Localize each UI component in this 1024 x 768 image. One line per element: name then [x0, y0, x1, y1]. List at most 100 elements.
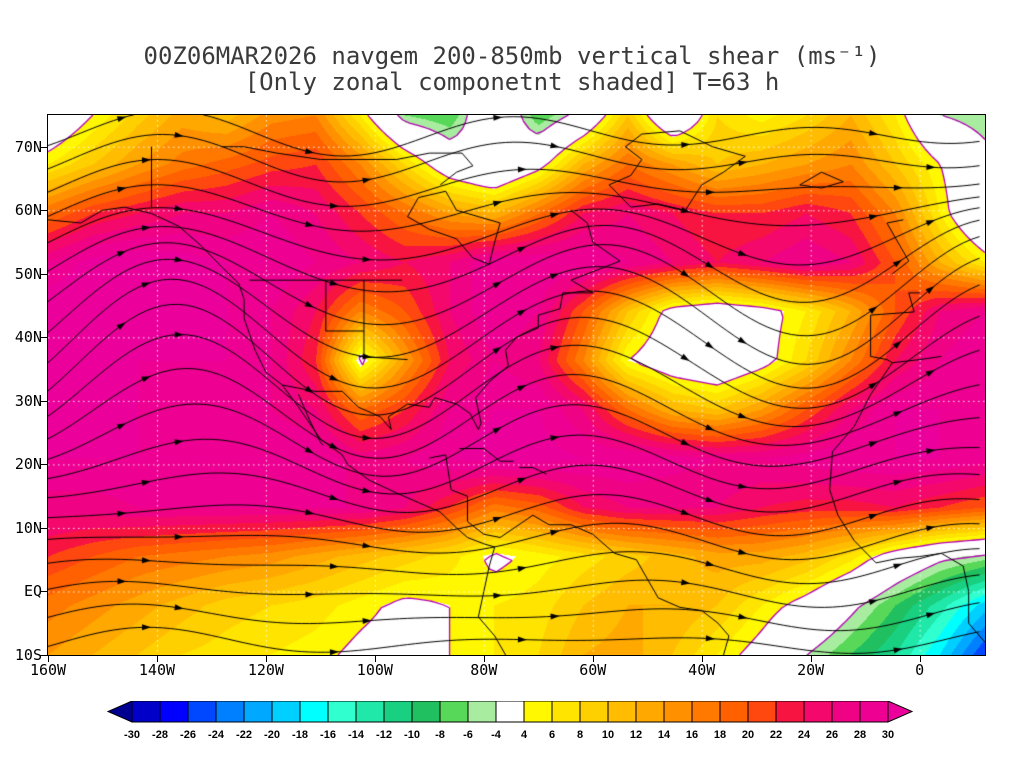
- colorbar-label: 6: [549, 729, 555, 741]
- map-plot: [47, 114, 986, 656]
- colorbar-label: -12: [376, 729, 392, 741]
- colorbar-segment: [439, 700, 469, 723]
- y-axis-label: 70N: [14, 137, 42, 156]
- y-axis-tick: [40, 273, 47, 275]
- colorbar-label: 14: [658, 729, 671, 741]
- x-axis-label: 60W: [579, 661, 607, 679]
- colorbar-label: 24: [798, 729, 811, 741]
- y-axis-label: 40N: [14, 328, 42, 347]
- colorbar: -30 -28 -26 -24 -22 -20 -18 -16 -14 -12 -10 -8 -6 -4 4…: [82, 700, 942, 755]
- colorbar-segment: [607, 700, 637, 723]
- x-axis-label: 20W: [797, 661, 825, 679]
- y-axis-tick: [40, 527, 47, 529]
- colorbar-label: 22: [770, 729, 782, 741]
- colorbar-segment: [663, 700, 693, 723]
- colorbar-segment: [635, 700, 665, 723]
- colorbar-segment: [747, 700, 777, 723]
- colorbar-segment: [579, 700, 609, 723]
- colorbar-label: -20: [264, 729, 280, 741]
- colorbar-label: 28: [854, 729, 866, 741]
- colorbar-svg: -30 -28 -26 -24 -22 -20 -18 -16 -14 -12 -10 -8 -6 -4 4…: [106, 700, 914, 741]
- colorbar-segment: [691, 700, 721, 723]
- colorbar-label: -10: [404, 729, 420, 741]
- colorbar-segment: [803, 700, 833, 723]
- colorbar-label: -16: [320, 729, 336, 741]
- colorbar-label: -24: [208, 729, 225, 741]
- colorbar-segment: [243, 700, 273, 723]
- colorbar-segment: [551, 700, 581, 723]
- x-axis-tick: [810, 656, 812, 662]
- y-axis-tick: [40, 655, 47, 656]
- colorbar-label: -28: [152, 729, 168, 741]
- colorbar-label: -4: [491, 729, 502, 741]
- x-axis-label: 100W: [356, 661, 393, 679]
- x-axis-label: 0: [915, 661, 925, 679]
- colorbar-label: -30: [124, 729, 140, 741]
- y-axis-tick: [40, 464, 47, 466]
- colorbar-segment: [523, 700, 553, 723]
- y-axis-tick: [40, 146, 47, 148]
- colorbar-label: -22: [236, 729, 252, 741]
- shear-map-canvas: [48, 115, 985, 655]
- colorbar-segment: [859, 700, 889, 723]
- colorbar-label: -14: [348, 729, 365, 741]
- x-axis-tick: [701, 656, 703, 662]
- x-axis-tick: [48, 656, 49, 662]
- y-axis-tick: [40, 210, 47, 212]
- colorbar-label: -8: [435, 729, 445, 741]
- y-axis-label: 30N: [14, 391, 42, 410]
- x-axis-label: 140W: [138, 661, 176, 679]
- colorbar-segment: [299, 700, 329, 723]
- colorbar-left-arrow: [106, 700, 133, 723]
- colorbar-label: 26: [826, 729, 838, 741]
- x-axis-tick: [592, 656, 594, 662]
- colorbar-label: 10: [602, 729, 614, 741]
- colorbar-segment: [187, 700, 217, 723]
- colorbar-label: 20: [742, 729, 754, 741]
- x-axis-label: 40W: [688, 661, 716, 679]
- colorbar-segment: [355, 700, 385, 723]
- x-axis-label: 160W: [29, 661, 67, 679]
- colorbar-label: 18: [714, 729, 726, 741]
- colorbar-label: -26: [180, 729, 196, 741]
- colorbar-segment: [495, 700, 525, 723]
- colorbar-segment: [271, 700, 301, 723]
- x-axis-label: 80W: [470, 661, 498, 679]
- x-axis-tick: [374, 656, 376, 662]
- y-axis-label: 10S: [14, 646, 42, 664]
- y-axis-tick: [40, 337, 47, 339]
- x-axis-tick: [483, 656, 485, 662]
- colorbar-segment: [411, 700, 441, 723]
- colorbar-segment: [831, 700, 861, 723]
- y-axis-label: 20N: [14, 455, 42, 474]
- colorbar-label: 12: [630, 729, 642, 741]
- colorbar-segment: [215, 700, 245, 723]
- colorbar-label: 4: [521, 729, 528, 741]
- colorbar-segment: [131, 700, 161, 723]
- colorbar-segment: [719, 700, 749, 723]
- colorbar-right-arrow: [887, 700, 914, 723]
- y-axis-label: 50N: [14, 264, 42, 283]
- colorbar-segment: [467, 700, 497, 723]
- y-axis-label: EQ: [23, 582, 42, 601]
- y-axis-tick: [40, 591, 47, 593]
- colorbar-label: 8: [577, 729, 583, 741]
- x-axis-tick: [156, 656, 158, 662]
- y-axis-tick: [40, 400, 47, 402]
- colorbar-segment: [775, 700, 805, 723]
- x-axis-tick: [265, 656, 267, 662]
- colorbar-label: 16: [686, 729, 698, 741]
- colorbar-label: -18: [292, 729, 308, 741]
- y-axis-label: 60N: [14, 201, 42, 220]
- chart-title-line1: 00Z06MAR2026 navgem 200-850mb vertical s…: [143, 42, 881, 70]
- x-axis-tick: [919, 656, 921, 662]
- colorbar-segment: [327, 700, 357, 723]
- colorbar-label: 30: [882, 729, 894, 741]
- y-axis-label: 10N: [14, 518, 42, 537]
- chart-title-line2: [Only zonal componetnt shaded] T=63 h: [244, 68, 780, 96]
- colorbar-segment: [159, 700, 189, 723]
- x-axis-label: 120W: [247, 661, 284, 679]
- colorbar-label: -6: [463, 729, 473, 741]
- colorbar-segment: [383, 700, 413, 723]
